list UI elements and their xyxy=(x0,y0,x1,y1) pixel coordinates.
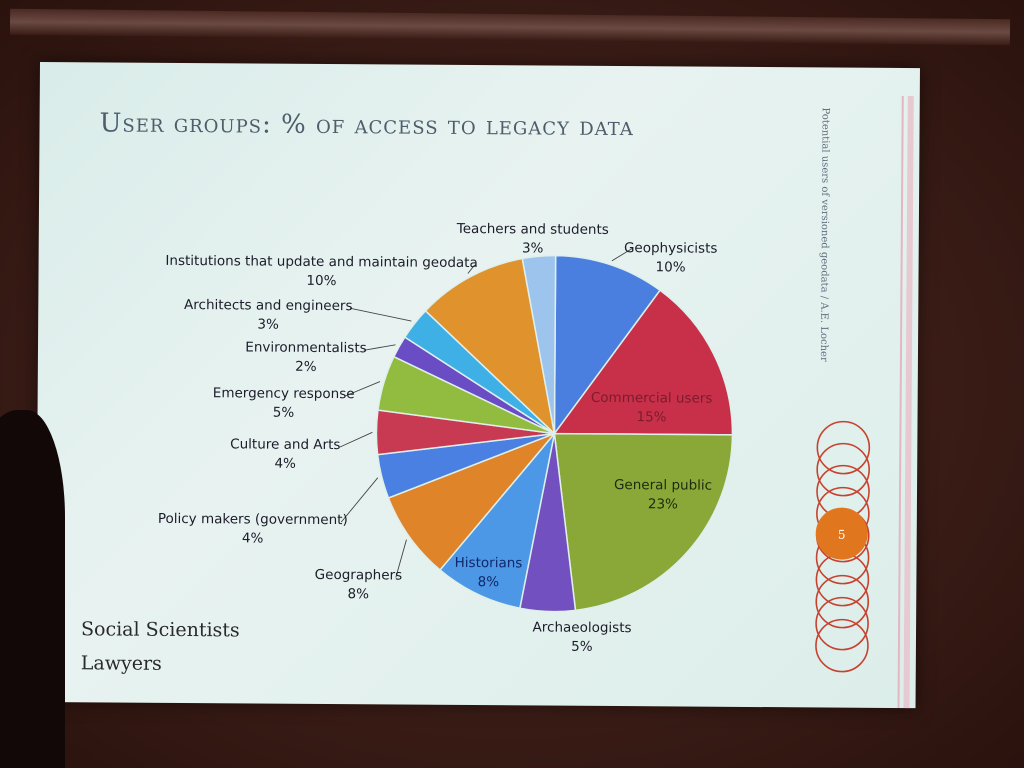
slice-value-label: 3% xyxy=(257,317,279,333)
slice-label: Teachers and students xyxy=(456,221,609,238)
slice-label: Commercial users xyxy=(591,390,713,407)
leader-line xyxy=(363,344,396,351)
slice-value-label: 15% xyxy=(636,409,666,425)
slice-label: Archaeologists xyxy=(533,619,632,636)
slice-value-label: 10% xyxy=(306,273,336,289)
slice-value-label: 10% xyxy=(656,259,686,275)
ring-circle xyxy=(816,442,870,497)
leader-line xyxy=(395,539,407,578)
leader-line xyxy=(467,264,475,274)
presentation-slide: User groups: % of access to legacy data … xyxy=(35,62,920,709)
leader-line xyxy=(344,381,381,397)
leader-line xyxy=(349,307,412,322)
slice-labels: Geophysicists 10% Commercial users 15% Gener… xyxy=(158,221,718,655)
slice-value-label: 3% xyxy=(522,240,544,256)
slice-value-label: 5% xyxy=(571,639,593,655)
slice-value-label: 4% xyxy=(242,530,264,546)
ring-circle xyxy=(816,420,871,475)
slice-value-label: 2% xyxy=(295,359,317,375)
slice-label: Environmentalists xyxy=(245,339,366,356)
pie-slice-general-public xyxy=(553,432,734,612)
slice-value-label: 5% xyxy=(273,405,295,421)
slice-value-label: 4% xyxy=(274,456,296,472)
ring-circle xyxy=(815,596,869,651)
slice-label: Policy makers (government) xyxy=(158,511,348,528)
slice-label: Institutions that update and maintain ge… xyxy=(165,253,477,271)
ring-decoration xyxy=(815,420,871,673)
slice-label: General public xyxy=(614,477,712,494)
slice-label: Architects and engineers xyxy=(184,297,353,314)
leader-line xyxy=(611,247,633,262)
slice-value-label: 8% xyxy=(348,586,370,602)
slide-number-badge xyxy=(815,507,868,560)
pie-slice-commercial-users xyxy=(552,289,734,436)
slice-label: Culture and Arts xyxy=(230,436,340,453)
pie-slice-historians xyxy=(438,433,556,610)
slice-label: Historians xyxy=(455,555,523,571)
slice-value-label: 23% xyxy=(648,496,678,512)
slice-label: Emergency response xyxy=(213,385,355,402)
audience-head-silhouette xyxy=(0,410,65,768)
slice-label: Geographers xyxy=(315,567,403,584)
leader-lines xyxy=(339,247,633,578)
pie-slice-teachers-and-students xyxy=(521,254,557,434)
leader-line xyxy=(339,431,373,448)
pie-slice-geographers xyxy=(387,432,555,572)
slide-number: 5 xyxy=(838,528,846,542)
pie-slice-institutions-that-update-and-maintain-geodata xyxy=(424,257,556,436)
slice-value-label: 8% xyxy=(478,574,500,590)
ring-circle xyxy=(815,618,869,673)
slice-label: Geophysicists xyxy=(624,240,718,257)
ring-circle xyxy=(815,574,870,629)
leader-line xyxy=(340,477,379,523)
pie-slices xyxy=(375,254,734,613)
pie-slice-geophysicists xyxy=(553,254,662,436)
pie-chart: Geophysicists 10% Commercial users 15% Gener… xyxy=(158,221,871,673)
